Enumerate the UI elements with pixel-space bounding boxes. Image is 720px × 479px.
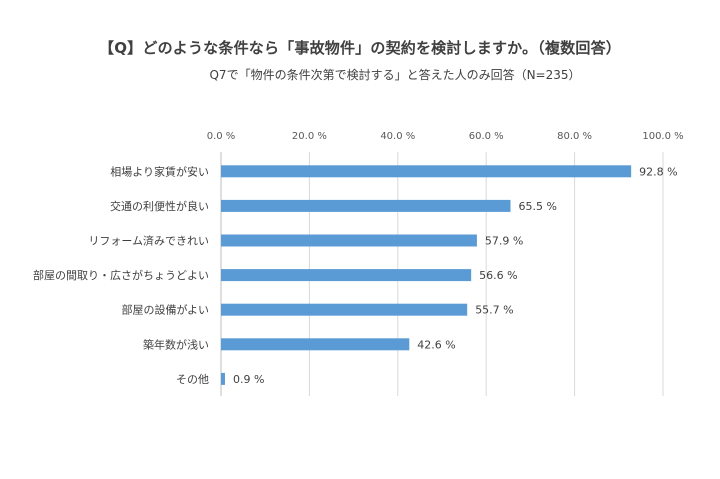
data-label: 56.6 % (479, 269, 517, 282)
x-axis-ticks: 0.0 % 20.0 % 40.0 % 60.0 % 80.0 % 100.0 % (207, 131, 684, 142)
bar (221, 338, 410, 351)
category-label: 交通の利便性が良い (110, 199, 209, 213)
chart-subtitle: Q7で「物件の条件次第で検討する」と答えた人のみ回答（N=235） (209, 68, 581, 82)
category-label: 部屋の設備がよい (122, 303, 209, 317)
x-tick-label: 0.0 % (207, 131, 236, 142)
bar (221, 372, 225, 385)
data-label: 0.9 % (233, 373, 264, 386)
x-tick-label: 20.0 % (292, 131, 327, 142)
data-label: 65.5 % (519, 200, 557, 213)
category-labels: 相場より家賃が安い交通の利便性が良いリフォーム済みできれい部屋の間取り・広さがち… (33, 164, 209, 386)
data-label: 57.9 % (485, 235, 523, 248)
bars (221, 165, 632, 385)
x-tick-label: 100.0 % (642, 131, 683, 142)
data-label: 42.6 % (417, 338, 455, 351)
bar (221, 199, 511, 212)
data-label: 55.7 % (475, 304, 513, 317)
x-tick-label: 60.0 % (469, 131, 504, 142)
data-labels: 92.8 % 65.5 % 57.9 % 56.6 % 55.7 % 42.6 % 0.9 … (233, 165, 678, 386)
x-tick-label: 40.0 % (380, 131, 415, 142)
data-label: 92.8 % (639, 165, 677, 178)
bar (221, 303, 468, 316)
x-tick-label: 80.0 % (557, 131, 592, 142)
category-label: 部屋の間取り・広さがちょうどよい (33, 268, 209, 282)
category-label: 相場より家賃が安い (110, 164, 209, 178)
category-label: 築年数が浅い (143, 337, 209, 351)
bar (221, 269, 472, 282)
category-label: リフォーム済みできれい (88, 234, 209, 248)
category-label: その他 (176, 373, 209, 386)
chart-title: 【Q】どのような条件なら「事故物件」の契約を検討しますか。（複数回答） (99, 39, 621, 57)
bar (221, 234, 477, 247)
bar (221, 165, 632, 178)
